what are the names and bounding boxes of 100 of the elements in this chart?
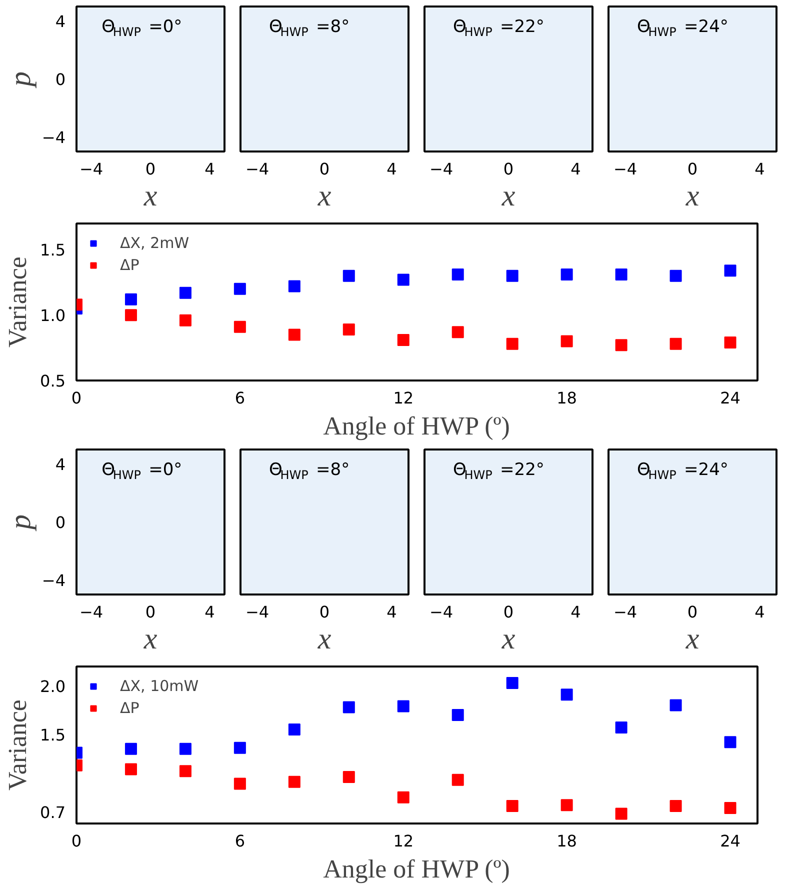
x-axis-title: x bbox=[684, 180, 700, 212]
point bbox=[124, 763, 137, 776]
x-tick-label: 0 bbox=[503, 602, 514, 622]
point bbox=[724, 264, 736, 277]
point bbox=[124, 742, 137, 755]
y-tick-label: −4 bbox=[42, 128, 66, 147]
x-tick-label: 6 bbox=[234, 388, 246, 408]
point bbox=[670, 800, 682, 812]
y-tick-label: 0.7 bbox=[40, 802, 66, 822]
point bbox=[670, 338, 682, 350]
point bbox=[288, 776, 300, 788]
point bbox=[397, 334, 410, 346]
x-tick-label: 18 bbox=[556, 388, 577, 408]
x-tick-label: 0 bbox=[145, 602, 156, 622]
y-tick-label: 0 bbox=[55, 70, 66, 89]
x-axis-title: x bbox=[316, 180, 332, 212]
point bbox=[179, 286, 192, 299]
y-tick-label: 4 bbox=[55, 455, 66, 474]
point bbox=[234, 320, 246, 333]
x-tick-label: −4 bbox=[80, 602, 104, 622]
y-axis-title: Variance bbox=[3, 700, 32, 790]
x-tick-label: 12 bbox=[393, 832, 414, 850]
y-tick-label: 1.5 bbox=[40, 725, 66, 744]
point bbox=[615, 722, 628, 734]
point bbox=[560, 799, 573, 812]
point bbox=[342, 323, 355, 336]
x-axis-title: x bbox=[500, 180, 516, 212]
x-axis-title: x bbox=[684, 622, 700, 656]
point bbox=[724, 736, 736, 748]
legend-label: ΔX, 10mW bbox=[120, 677, 199, 695]
x-tick-label: 0 bbox=[687, 602, 698, 622]
x-axis-title: Angle of HWP (º) bbox=[323, 412, 510, 440]
point bbox=[560, 688, 573, 701]
point bbox=[397, 274, 410, 286]
x-tick-label: −4 bbox=[246, 160, 270, 178]
point bbox=[670, 699, 682, 712]
x-axis-title: x bbox=[142, 180, 158, 212]
point bbox=[560, 335, 573, 348]
point bbox=[615, 339, 628, 352]
y-tick-label: 2.0 bbox=[40, 676, 66, 696]
y-tick-label: 1.5 bbox=[40, 240, 66, 260]
x-tick-label: 24 bbox=[720, 832, 740, 850]
point bbox=[124, 293, 137, 306]
point bbox=[342, 701, 355, 714]
x-tick-label: 24 bbox=[720, 388, 740, 408]
y-tick-label: 0.5 bbox=[40, 372, 66, 390]
point bbox=[724, 336, 736, 349]
point bbox=[670, 270, 682, 282]
x-axis-title: Angle of HWP (º) bbox=[323, 854, 510, 884]
x-tick-label: 4 bbox=[386, 602, 397, 622]
y-axis-title: p bbox=[4, 514, 37, 532]
legend-label: ΔP bbox=[120, 256, 140, 274]
point bbox=[342, 270, 355, 282]
point bbox=[342, 770, 355, 783]
legend-label: ΔX, 2mW bbox=[120, 234, 190, 252]
x-axis-title: x bbox=[316, 622, 332, 656]
point bbox=[452, 268, 464, 281]
x-tick-label: −4 bbox=[430, 160, 454, 178]
x-tick-label: 4 bbox=[754, 602, 765, 622]
y-tick-label: 4 bbox=[55, 12, 66, 31]
x-tick-label: 0 bbox=[145, 160, 156, 178]
x-axis-title: x bbox=[500, 622, 516, 656]
point bbox=[288, 328, 300, 341]
x-tick-label: 0 bbox=[319, 602, 330, 622]
point bbox=[397, 791, 410, 804]
point bbox=[179, 314, 192, 326]
x-tick-label: 4 bbox=[570, 602, 581, 622]
point bbox=[506, 270, 518, 282]
x-tick-label: 4 bbox=[386, 160, 397, 178]
x-tick-label: 12 bbox=[393, 388, 414, 408]
x-tick-label: 4 bbox=[204, 602, 215, 622]
point bbox=[452, 326, 464, 338]
point bbox=[506, 800, 518, 812]
point bbox=[179, 765, 192, 778]
y-tick-label: −4 bbox=[42, 571, 66, 590]
point bbox=[506, 676, 518, 689]
point bbox=[288, 280, 300, 292]
x-tick-label: 4 bbox=[570, 160, 581, 178]
x-tick-label: −4 bbox=[430, 602, 454, 622]
y-axis-title: p bbox=[4, 72, 37, 88]
point bbox=[724, 802, 736, 814]
x-tick-label: −4 bbox=[246, 602, 270, 622]
point bbox=[452, 708, 464, 721]
y-tick-label: 0 bbox=[55, 513, 66, 532]
point bbox=[506, 338, 518, 350]
point bbox=[234, 282, 246, 295]
x-tick-label: 0 bbox=[687, 160, 698, 178]
y-axis-title: Variance bbox=[3, 256, 32, 348]
x-tick-label: 4 bbox=[204, 160, 215, 178]
point bbox=[234, 742, 246, 754]
x-axis-title: x bbox=[142, 622, 158, 656]
x-tick-label: 0 bbox=[503, 160, 514, 178]
point bbox=[397, 700, 410, 712]
x-tick-label: 0 bbox=[319, 160, 330, 178]
x-tick-label: 0 bbox=[71, 832, 82, 850]
point bbox=[615, 808, 628, 820]
point bbox=[234, 778, 246, 790]
x-tick-label: 18 bbox=[556, 832, 577, 850]
point bbox=[452, 774, 464, 786]
point bbox=[615, 268, 628, 281]
